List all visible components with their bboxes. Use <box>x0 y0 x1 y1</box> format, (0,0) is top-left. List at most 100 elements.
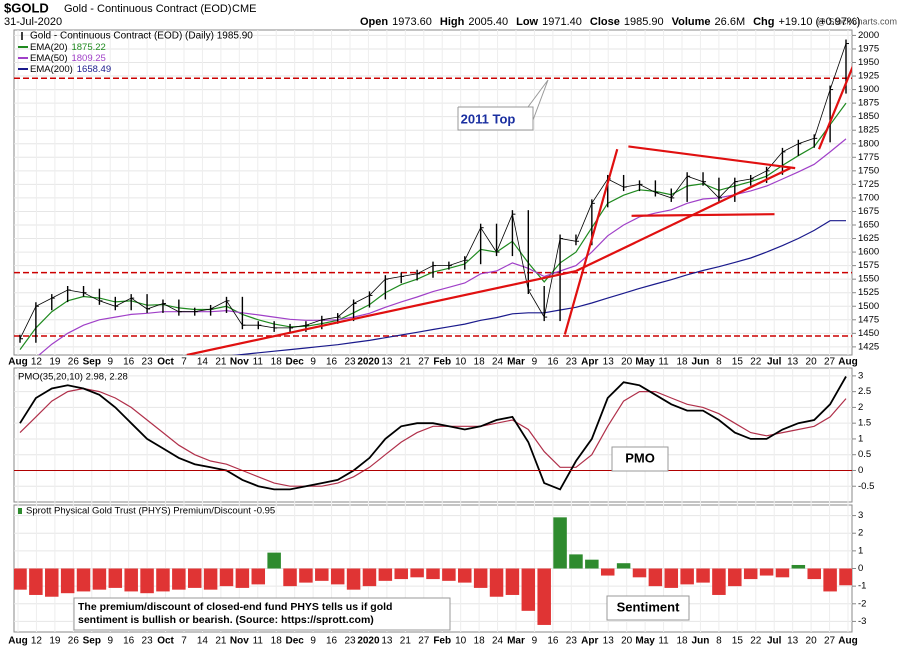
y-tick-label: 1875 <box>858 98 879 109</box>
y-tick-label: 1475 <box>858 314 879 325</box>
x-tick-label: 10 <box>455 636 467 647</box>
sentiment-bar <box>410 568 424 578</box>
y-tick-label: 1950 <box>858 57 879 68</box>
x-tick-label: 18 <box>271 636 283 647</box>
sentiment-bar <box>378 568 393 581</box>
x-tick-label: 18 <box>676 357 688 368</box>
exchange: CME <box>232 3 256 15</box>
sentiment-bar <box>235 568 250 588</box>
x-tick-label: 20 <box>621 357 633 368</box>
x-tick-label: 16 <box>547 636 559 647</box>
x-tick-label: 16 <box>123 636 135 647</box>
x-tick-label: 2020 <box>357 636 380 647</box>
legend-entry: EMA(50) 1809.25 <box>30 53 106 64</box>
x-tick-label: 23 <box>142 636 154 647</box>
quote-value: 1973.60 <box>392 16 432 28</box>
sentiment-bar <box>426 568 440 580</box>
x-tick-label: 26 <box>68 357 80 368</box>
x-tick-label: 16 <box>326 357 338 368</box>
sentiment-bar <box>648 568 663 587</box>
x-tick-label: 13 <box>787 636 799 647</box>
x-tick-label: 20 <box>806 636 818 647</box>
legend-title: Gold - Continuous Contract (EOD) (Daily)… <box>30 31 253 42</box>
sentiment-bar <box>585 559 599 569</box>
sentiment-bar <box>156 568 170 592</box>
x-tick-label: 13 <box>787 357 799 368</box>
quote-label: Low <box>516 16 538 28</box>
quote-value: 2005.40 <box>468 16 508 28</box>
x-tick-label: 9 <box>310 357 316 368</box>
x-tick-label: 12 <box>31 357 43 368</box>
sentiment-bar <box>712 568 726 595</box>
legend-entry: EMA(200) 1658.49 <box>30 64 111 75</box>
x-tick-label: Jun <box>692 357 710 368</box>
quote-value: 1985.90 <box>624 16 664 28</box>
x-tick-label: Nov <box>230 636 249 647</box>
sentiment-bar <box>521 568 536 611</box>
x-tick-label: Dec <box>285 636 304 647</box>
x-tick-label: 16 <box>547 357 559 368</box>
y-tick-label: 1775 <box>858 152 879 163</box>
sentiment-bar <box>315 568 329 581</box>
x-tick-label: 23 <box>344 636 356 647</box>
y-tick-label: 1825 <box>858 125 879 136</box>
y-tick-label: 1925 <box>858 71 879 82</box>
x-tick-label: 8 <box>716 636 722 647</box>
quote-value: 1971.40 <box>542 16 582 28</box>
x-tick-label: Feb <box>433 636 451 647</box>
sentiment-bar <box>203 568 218 590</box>
x-tick-label: 11 <box>658 357 669 368</box>
quote-label: Open <box>360 16 388 28</box>
trend-line <box>563 148 619 335</box>
quote-label: Close <box>590 16 620 28</box>
sentiment-bar <box>680 568 694 585</box>
sentiment-bar <box>108 568 123 588</box>
x-tick-label: 14 <box>197 636 209 647</box>
y-tick-label: 1850 <box>858 111 879 122</box>
y-tick-label: 2 <box>858 402 863 413</box>
sentiment-bar <box>791 564 806 569</box>
annotation-box <box>611 446 669 472</box>
sentiment-bar <box>172 568 186 590</box>
sentiment-bar <box>505 568 520 595</box>
ema-line <box>231 220 846 355</box>
y-tick-label: 1 <box>858 545 863 556</box>
sentiment-bar <box>60 568 75 594</box>
x-tick-label: Aug <box>838 636 857 647</box>
legend-name: EMA(20) <box>30 42 67 53</box>
annotation: PMO <box>625 450 655 465</box>
x-tick-label: 9 <box>532 636 538 647</box>
annotation-box <box>606 595 690 621</box>
x-tick-label: Apr <box>581 357 598 368</box>
x-tick-label: 24 <box>492 357 504 368</box>
sentiment-bar <box>346 568 361 590</box>
x-tick-label: 20 <box>621 636 633 647</box>
x-tick-label: 21 <box>215 636 227 647</box>
y-tick-label: 1700 <box>858 192 879 203</box>
x-tick-label: 16 <box>123 357 135 368</box>
x-tick-label: 10 <box>455 357 467 368</box>
y-tick-label: 2 <box>858 528 863 539</box>
sentiment-bar <box>537 568 551 625</box>
x-tick-label: 22 <box>750 636 762 647</box>
y-tick-label: -3 <box>858 616 866 627</box>
ema-line <box>38 138 847 355</box>
x-tick-label: Feb <box>433 357 451 368</box>
x-tick-label: 9 <box>107 357 113 368</box>
quote-value: +19.10 (+0.97%) <box>779 16 861 28</box>
x-tick-label: 13 <box>381 357 393 368</box>
legend-title: PMO(35,20,10) 2.98, 2.28 <box>18 372 128 383</box>
legend-title: Sprott Physical Gold Trust (PHYS) Premiu… <box>26 506 275 517</box>
sentiment-bar <box>569 554 583 569</box>
x-tick-label: 2020 <box>357 357 380 368</box>
sentiment-bar <box>330 568 345 585</box>
x-tick-label: 19 <box>49 357 61 368</box>
x-tick-label: Nov <box>230 357 249 368</box>
y-tick-label: 0.5 <box>858 449 871 460</box>
trend-line <box>628 145 796 170</box>
x-tick-label: 11 <box>253 636 264 647</box>
y-tick-label: 1800 <box>858 138 879 149</box>
x-tick-label: Sep <box>83 636 101 647</box>
